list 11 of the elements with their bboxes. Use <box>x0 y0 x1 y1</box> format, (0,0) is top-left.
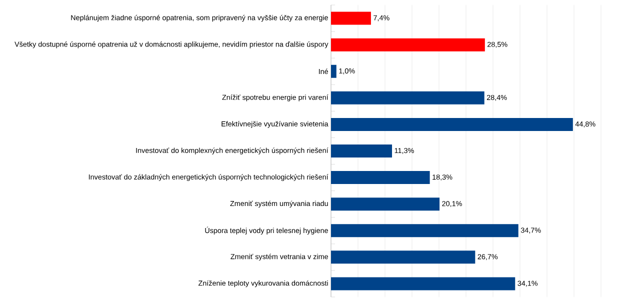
bar <box>330 198 440 211</box>
bar <box>330 171 430 184</box>
bar <box>330 224 518 238</box>
bar <box>330 144 392 158</box>
bar <box>330 64 336 78</box>
bar <box>330 12 371 25</box>
bar <box>330 277 516 290</box>
bar <box>330 38 485 52</box>
bar <box>330 250 476 264</box>
bar <box>330 91 484 104</box>
bar <box>330 118 573 131</box>
